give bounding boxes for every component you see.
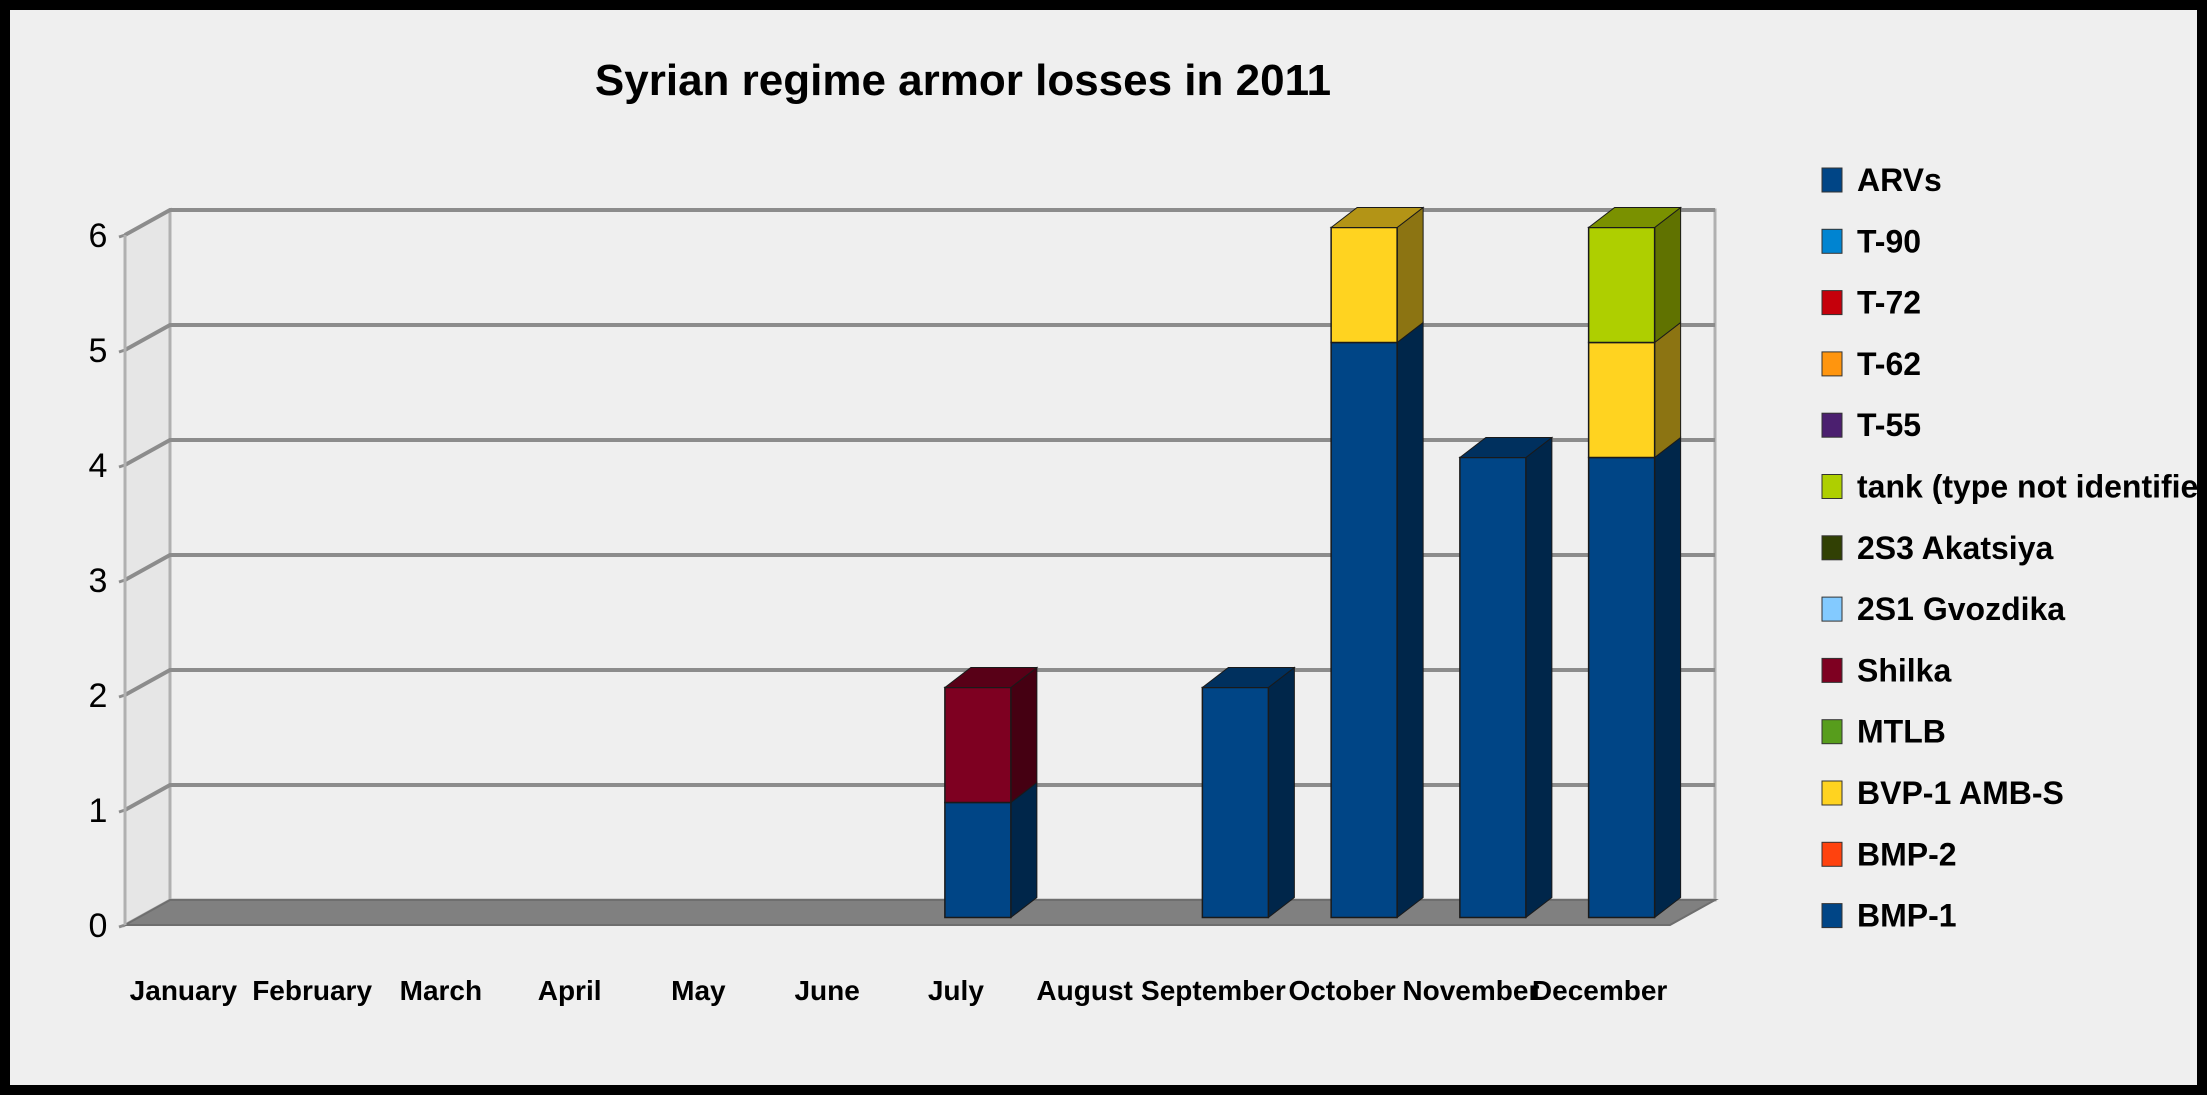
gridline bbox=[124, 323, 1715, 352]
x-tick-label: October bbox=[1288, 975, 1395, 1006]
x-tick-label: August bbox=[1036, 975, 1132, 1006]
legend-label: BVP-1 AMB-S bbox=[1857, 775, 2064, 811]
legend: ARVs T-90 T-72 T-62 T-55 tank (type not ident… bbox=[1821, 162, 2197, 934]
legend-label: T-72 bbox=[1857, 285, 1921, 321]
chart: 0 1 2 3 4 5 6 January February March April May June… bbox=[89, 56, 2197, 1006]
gridline bbox=[124, 668, 1715, 697]
legend-label: T-55 bbox=[1857, 407, 1921, 443]
gridline bbox=[124, 553, 1715, 582]
x-axis-ticks: January February March April May June July Augu… bbox=[130, 975, 1668, 1006]
legend-item-mtlb: MTLB bbox=[1821, 714, 1946, 750]
bars bbox=[943, 206, 1683, 919]
legend-label: BMP-2 bbox=[1857, 836, 1957, 872]
x-tick-label: March bbox=[400, 975, 482, 1006]
x-tick-label: February bbox=[252, 975, 372, 1006]
x-tick-label: May bbox=[671, 975, 726, 1006]
legend-item-bmp-2: BMP-2 bbox=[1821, 836, 1957, 872]
legend-item-2s1-gvozdika: 2S1 Gvozdika bbox=[1821, 591, 2065, 627]
x-tick-label: December bbox=[1532, 975, 1668, 1006]
bar-segment-bvp-1-amb-s-december bbox=[1587, 321, 1682, 459]
y-axis-ticks: 0 1 2 3 4 5 6 bbox=[89, 217, 127, 945]
legend-item-bvp-1-amb-s: BVP-1 AMB-S bbox=[1821, 775, 2064, 811]
gridline bbox=[124, 208, 1715, 237]
x-tick-label: September bbox=[1141, 975, 1286, 1006]
legend-swatch bbox=[1821, 719, 1843, 745]
legend-item-bmp-1: BMP-1 bbox=[1821, 898, 1957, 934]
legend-item-2s3-akatsiya: 2S3 Akatsiya bbox=[1821, 530, 2053, 566]
legend-label: T-90 bbox=[1857, 223, 1921, 259]
legend-swatch bbox=[1821, 841, 1843, 867]
chart-frame: 0 1 2 3 4 5 6 January February March April May June… bbox=[10, 10, 2197, 1085]
chart-title: Syrian regime armor losses in 2011 bbox=[595, 56, 1331, 105]
legend-swatch bbox=[1821, 596, 1843, 622]
bar-segment-bmp-1-september bbox=[1200, 666, 1296, 919]
y-tick-label: 1 bbox=[89, 792, 108, 830]
legend-swatch bbox=[1821, 780, 1843, 806]
legend-swatch bbox=[1821, 903, 1843, 929]
legend-item-t-62: T-62 bbox=[1821, 346, 1921, 382]
legend-swatch bbox=[1821, 535, 1843, 561]
bar-segment-tank-type-not-identified--december bbox=[1587, 206, 1683, 344]
x-tick-label: April bbox=[538, 975, 602, 1006]
legend-swatch bbox=[1821, 657, 1843, 683]
y-tick-label: 2 bbox=[89, 677, 108, 715]
gridlines bbox=[124, 208, 1715, 812]
legend-swatch bbox=[1821, 228, 1843, 254]
legend-label: Shilka bbox=[1857, 652, 1951, 688]
legend-label: T-62 bbox=[1857, 346, 1921, 382]
y-tick-label: 6 bbox=[89, 217, 108, 255]
bar-segment-bmp-1-december bbox=[1587, 436, 1682, 919]
y-tick-label: 4 bbox=[89, 447, 108, 485]
legend-item-tank-type-not-identified-: tank (type not identified) bbox=[1821, 469, 2197, 505]
x-tick-label: July bbox=[928, 975, 984, 1006]
bar-segment-bmp-1-october bbox=[1330, 321, 1424, 919]
legend-label: MTLB bbox=[1857, 714, 1946, 750]
legend-label: tank (type not identified) bbox=[1857, 469, 2197, 505]
x-tick-label: January bbox=[130, 975, 238, 1006]
y-tick-label: 3 bbox=[89, 562, 108, 600]
legend-item-shilka: Shilka bbox=[1821, 652, 1951, 688]
bar-segment-bvp-1-amb-s-october bbox=[1329, 206, 1425, 344]
legend-swatch bbox=[1821, 290, 1843, 316]
legend-item-t-55: T-55 bbox=[1821, 407, 1921, 443]
legend-label: 2S1 Gvozdika bbox=[1857, 591, 2065, 627]
y-tick-label: 0 bbox=[89, 907, 108, 945]
legend-swatch bbox=[1821, 167, 1843, 193]
gridline bbox=[124, 783, 1715, 812]
bar-segment-bmp-1-july bbox=[944, 781, 1038, 919]
legend-item-t-90: T-90 bbox=[1821, 223, 1921, 259]
bar-segment-bmp-1-november bbox=[1458, 436, 1554, 919]
legend-item-t-72: T-72 bbox=[1821, 285, 1921, 321]
x-tick-label: June bbox=[794, 975, 859, 1006]
y-tick-label: 5 bbox=[89, 332, 108, 370]
x-tick-label: November bbox=[1402, 975, 1539, 1006]
gridline bbox=[124, 438, 1715, 467]
legend-swatch bbox=[1821, 412, 1843, 438]
legend-label: BMP-1 bbox=[1857, 898, 1957, 934]
legend-swatch bbox=[1821, 474, 1843, 499]
legend-label: 2S3 Akatsiya bbox=[1857, 530, 2053, 566]
legend-item-arvs: ARVs bbox=[1821, 162, 1942, 198]
legend-label: ARVs bbox=[1857, 162, 1942, 198]
bar-segment-shilka-july bbox=[943, 666, 1039, 804]
legend-swatch bbox=[1821, 351, 1843, 377]
y-tick-mark bbox=[118, 923, 126, 929]
floor bbox=[121, 899, 1719, 926]
